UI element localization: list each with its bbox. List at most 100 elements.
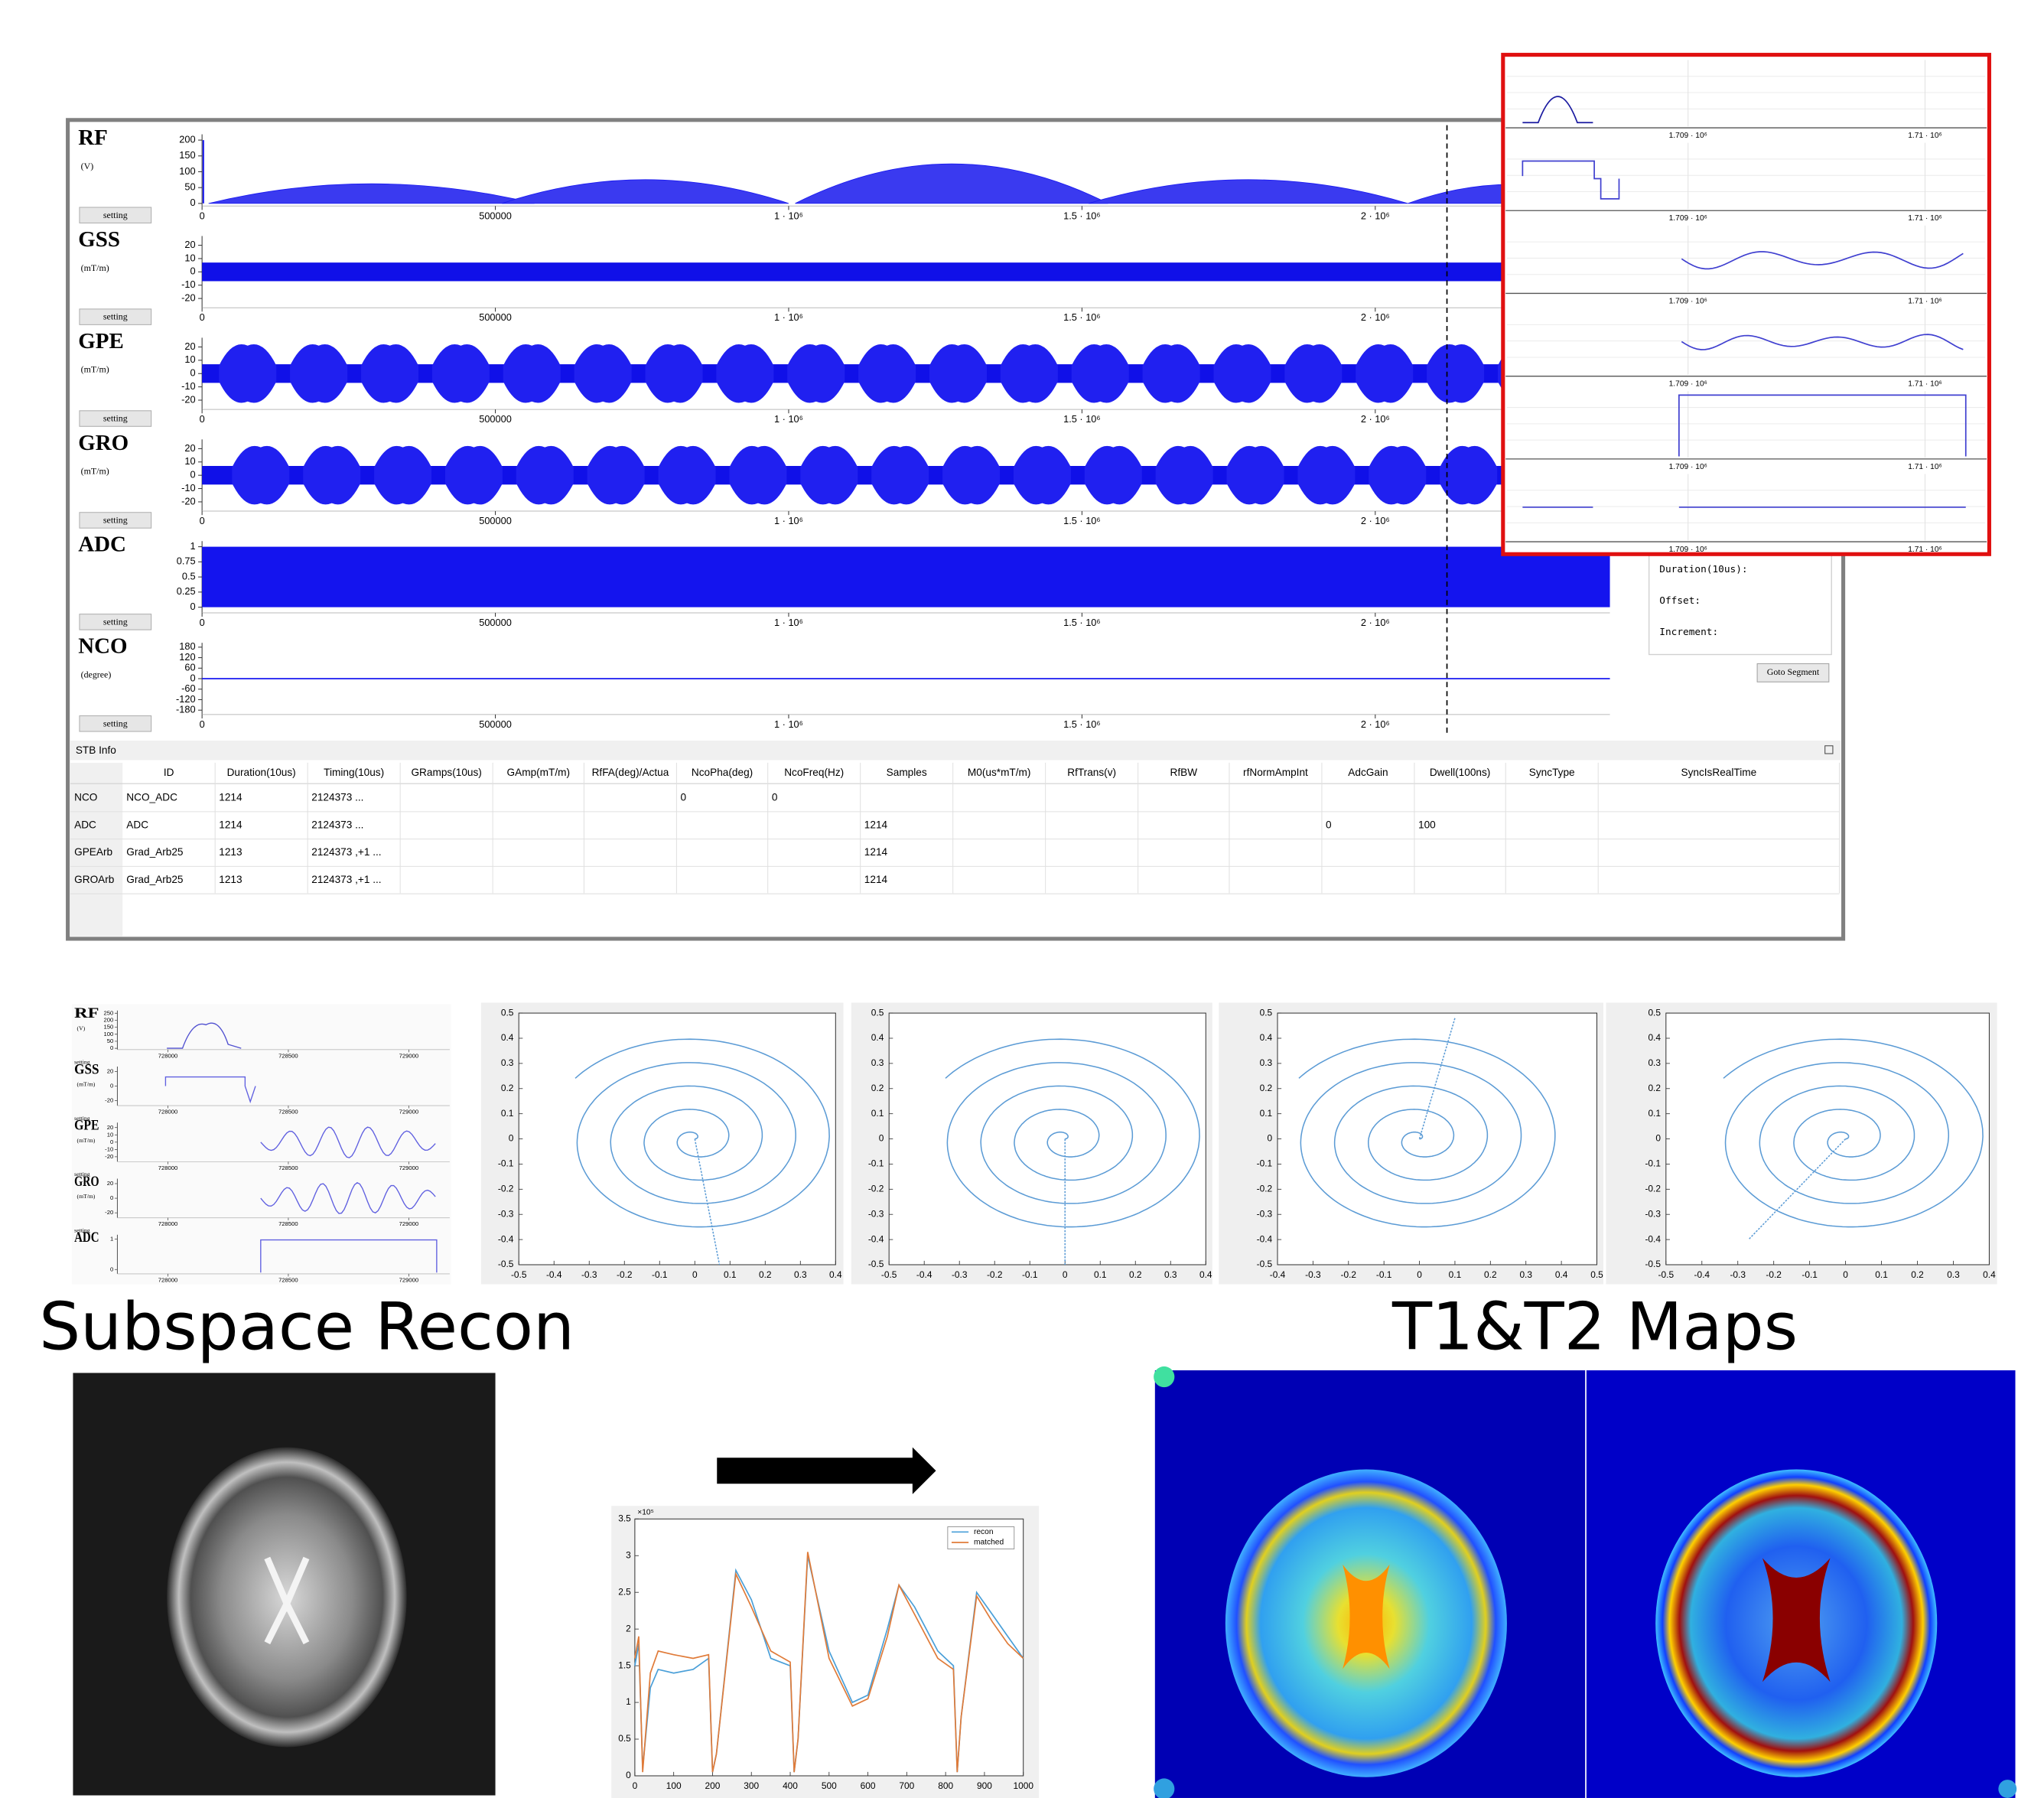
column-header: NcoFreq(Hz) [784,767,844,778]
x-tick-label: 2 · 10⁶ [1361,413,1390,425]
column-header: GAmp(mT/m) [507,767,571,778]
x-tick-label: 1.71 · 10⁶ [1908,380,1942,389]
setting-button[interactable] [79,410,152,427]
gradient-lobe [587,445,645,505]
x-tick-label: 700 [899,1780,914,1791]
x-tick-label: -0.5 [1658,1269,1675,1280]
y-tick-label: -0.4 [868,1233,884,1244]
y-tick-label: 0 [110,1265,113,1272]
table-cell: 1214 [864,846,888,858]
gradient-lobe [1369,445,1427,505]
setting-button[interactable] [79,308,152,325]
channel-name: RF [74,1005,99,1021]
channel-unit: (V) [77,1024,86,1031]
row-header: GROArb [74,874,114,885]
y-tick-label: -10 [181,380,195,392]
x-tick-label: 2 · 10⁶ [1361,311,1390,323]
mini-trace [164,1076,256,1104]
axes-box [888,1012,1206,1265]
fit-chart: ×10⁵ 0 100 200 300 400 500 600 700 800 900 1000 0 0.5… [611,1506,1040,1798]
table-cell: 100 [1418,819,1436,830]
column-header: GRamps(10us) [411,767,481,778]
adc-window [202,546,1610,607]
column-header: AdcGain [1348,767,1388,778]
setting-label: setting [74,1283,90,1290]
x-tick-label: 1.5 · 10⁶ [1063,718,1101,730]
y-tick-label: 0 [190,197,196,208]
setting-button[interactable] [79,715,152,732]
y-tick-label: -0.4 [1645,1233,1661,1244]
t2-map [1586,1370,2017,1798]
goto-label: Goto Segment [1767,666,1820,677]
y-tick-label: -0.2 [498,1183,514,1194]
x-tick-label: 500000 [479,515,512,526]
column-header: NcoPha(deg) [692,767,753,778]
gradient-lobe [1084,445,1142,505]
plot-area [634,1518,1024,1777]
y-tick-label: -0.3 [868,1208,884,1219]
y-tick-label: 0 [110,1083,113,1090]
x-tick-label: 2 · 10⁶ [1361,515,1390,526]
x-tick-label: 0.4 [829,1269,842,1280]
y-tick-label: 20 [184,340,195,352]
x-tick-label: 500000 [479,210,512,221]
y-tick-label: 50 [107,1037,114,1044]
y-tick-label: 0.5 [182,570,196,581]
y-tick-label: 250 [103,1009,113,1016]
series-line [634,1552,1024,1773]
y-tick-label: 0 [626,1770,631,1780]
channel-unit: (mT/m) [81,262,109,273]
setting-button[interactable] [79,512,152,529]
rf-pulse [501,179,789,204]
x-tick-label: 0.3 [1519,1269,1532,1280]
y-tick-label: -10 [181,278,195,290]
x-tick-label: 0 [200,515,205,526]
y-tick-label: 20 [107,1180,114,1187]
x-tick-label: 1.709 · 10⁶ [1669,463,1707,471]
y-tick-label: -0.5 [1257,1259,1273,1269]
setting-button[interactable] [79,614,152,630]
recon-image [73,1373,496,1796]
zoom-trace [1681,334,1964,350]
y-tick-label: -0.3 [498,1208,514,1219]
corner-spot [1154,1778,1175,1798]
table-cell: 1214 [219,792,242,803]
y-tick-label: 0.2 [1260,1083,1273,1093]
y-tick-label: 2 [626,1623,631,1634]
y-tick-label: 0 [190,367,196,379]
maps-title: T1&T2 Maps [1391,1289,1798,1365]
mini-trace [167,1022,242,1049]
x-tick-label: 729000 [399,1109,419,1116]
y-tick-label: 20 [184,442,195,454]
x-tick-label: 1.71 · 10⁶ [1908,214,1942,223]
y-tick-label: 0 [190,672,196,683]
x-tick-label: 728000 [158,1109,178,1116]
y-tick-label: 1 [110,1236,113,1243]
zoom-trace [1681,251,1964,270]
restore-icon[interactable] [1824,745,1834,754]
goto-button[interactable] [1756,663,1830,682]
y-tick-label: 0 [110,1044,113,1051]
gradient-lobe [942,445,1001,505]
setting-button[interactable] [79,207,152,223]
stb-bar [70,740,1841,761]
y-tick-label: 0.75 [177,555,196,567]
spiral-tail [694,1138,721,1265]
mini-trace [260,1182,436,1214]
gradient-lobe [1213,344,1271,403]
y-tick-label: 1 [626,1696,631,1707]
y-tick-label: -20 [105,1153,113,1160]
gradient-lobe [444,445,503,505]
legend-label: recon [974,1528,994,1536]
channel-name: GRO [78,431,129,455]
x-tick-label: -0.3 [1305,1269,1321,1280]
gradient-lobe [858,344,916,403]
x-tick-label: 100 [666,1780,682,1791]
y-tick-label: 200 [179,133,195,145]
x-tick-label: 1.709 · 10⁶ [1669,297,1707,305]
table-cell: 2124373 ... [311,792,363,803]
y-tick-label: 1.5 [618,1660,631,1670]
row-header: GPEArb [74,846,112,858]
